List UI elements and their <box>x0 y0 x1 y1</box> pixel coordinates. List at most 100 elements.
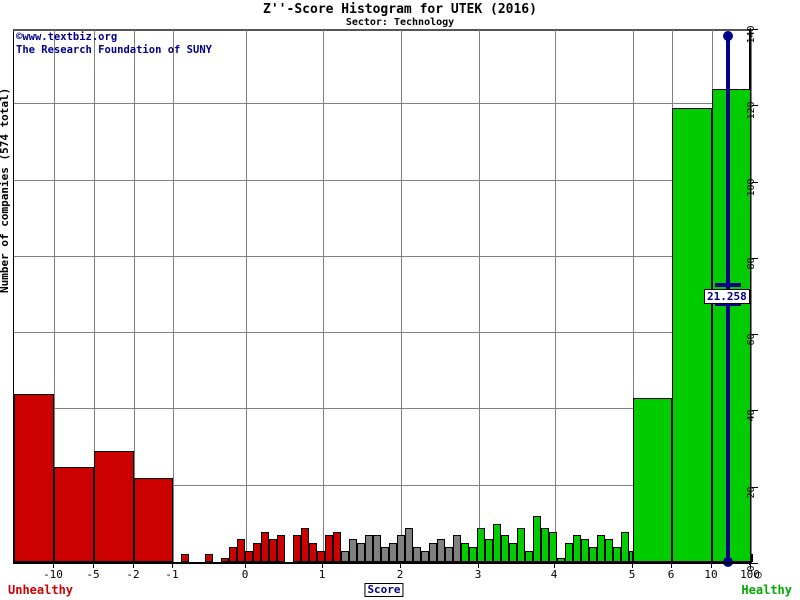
x-tick-label: -5 <box>86 568 100 581</box>
x-tick-label: 3 <box>474 568 482 581</box>
histogram-bar <box>549 531 557 562</box>
chart-title: Z''-Score Histogram for UTEK (2016) <box>263 2 537 17</box>
gridline-vertical <box>479 30 480 564</box>
histogram-bar <box>485 539 493 562</box>
histogram-bar <box>245 550 253 562</box>
y-tick <box>752 486 758 488</box>
histogram-bar <box>14 394 54 562</box>
histogram-bar <box>253 542 261 562</box>
plot-top-border <box>13 29 753 31</box>
histogram-bar <box>181 554 189 562</box>
histogram-bar <box>501 535 509 562</box>
histogram-bar <box>381 546 389 562</box>
gridline-vertical <box>94 30 95 564</box>
histogram-bar <box>525 550 533 562</box>
x-tick <box>322 563 323 568</box>
histogram-bar <box>325 535 333 562</box>
x-tick-label: 0 <box>241 568 249 581</box>
y-tick <box>752 563 758 564</box>
histogram-bar <box>54 466 94 562</box>
y-tick-label: 80 <box>746 257 757 270</box>
histogram-bar <box>357 542 365 562</box>
histogram-bar <box>613 546 621 562</box>
y-axis-title: Number of companies (574 total) <box>0 87 11 293</box>
histogram-bar <box>421 550 429 562</box>
gridline-vertical <box>555 30 556 564</box>
histogram-bar <box>597 535 605 562</box>
x-tick <box>478 563 479 568</box>
y-tick <box>752 334 758 336</box>
histogram-bar <box>751 554 753 562</box>
y-tick-label: 100 <box>746 178 757 197</box>
x-tick-label: 10 <box>704 568 718 581</box>
histogram-bar <box>445 546 453 562</box>
histogram-bar <box>533 516 541 562</box>
histogram-bar <box>277 535 285 562</box>
histogram-bar <box>365 535 373 562</box>
histogram-bar <box>317 550 325 562</box>
marker-cap-upper <box>715 283 741 288</box>
histogram-bar <box>413 546 421 562</box>
unhealthy-label: Unhealthy <box>8 583 74 597</box>
marker-cap-lower <box>715 302 741 307</box>
x-tick <box>554 563 555 568</box>
x-tick <box>671 563 672 568</box>
histogram-bar <box>205 554 213 562</box>
histogram-bar <box>341 550 349 562</box>
gridline-horizontal <box>14 408 752 410</box>
open-circle-marker: ○ <box>755 568 762 581</box>
x-tick <box>245 563 246 568</box>
histogram-bar <box>389 542 397 562</box>
histogram-bar <box>301 527 309 562</box>
histogram-bar <box>349 539 357 562</box>
histogram-bar <box>429 542 437 562</box>
y-tick-label: 40 <box>746 409 757 422</box>
gridline-vertical <box>54 30 55 564</box>
histogram-bar <box>94 451 134 562</box>
marker-value-label: 21.258 <box>704 288 750 304</box>
histogram-bar <box>134 478 173 562</box>
histogram-bar <box>293 535 301 562</box>
histogram-bar <box>541 527 549 562</box>
healthy-label: Healthy <box>741 583 792 597</box>
gridline-horizontal <box>14 103 752 105</box>
y-tick-label: 120 <box>746 101 757 120</box>
x-tick-label: 5 <box>628 568 636 581</box>
x-tick <box>711 563 712 568</box>
gridline-horizontal <box>14 484 752 486</box>
x-axis-line <box>13 562 752 564</box>
gridline-vertical <box>246 30 247 564</box>
histogram-bar <box>621 531 629 562</box>
y-tick <box>752 181 758 183</box>
x-tick-label: 100 <box>740 568 760 581</box>
histogram-bar <box>557 558 565 562</box>
gridline-horizontal <box>14 255 752 257</box>
x-tick-label: 1 <box>318 568 326 581</box>
histogram-bar <box>589 546 597 562</box>
score-axis-label: Score <box>364 583 404 597</box>
histogram-bar <box>581 539 589 562</box>
y-tick <box>752 105 758 107</box>
histogram-bar <box>333 531 341 562</box>
histogram-bar <box>221 558 229 562</box>
x-tick <box>632 563 633 568</box>
y-tick-label: 140 <box>746 25 757 44</box>
gridline-vertical <box>401 30 402 564</box>
gridline-vertical <box>173 30 174 564</box>
x-tick <box>133 563 134 568</box>
marker-top-dot <box>723 30 733 41</box>
credit-line-2: The Research Foundation of SUNY <box>16 44 212 56</box>
chart-subtitle: Sector: Technology <box>345 17 455 28</box>
histogram-bar <box>261 531 269 562</box>
histogram-bar <box>565 542 573 562</box>
gridline-horizontal <box>14 332 752 334</box>
histogram-bar <box>309 542 317 562</box>
x-tick-label: 2 <box>396 568 404 581</box>
histogram-bar <box>509 542 517 562</box>
gridline-vertical <box>134 30 135 564</box>
x-tick <box>172 563 173 568</box>
histogram-bar <box>477 527 485 562</box>
histogram-bar <box>237 539 245 562</box>
histogram-bar <box>633 398 672 562</box>
y-tick-label: 20 <box>746 486 757 499</box>
